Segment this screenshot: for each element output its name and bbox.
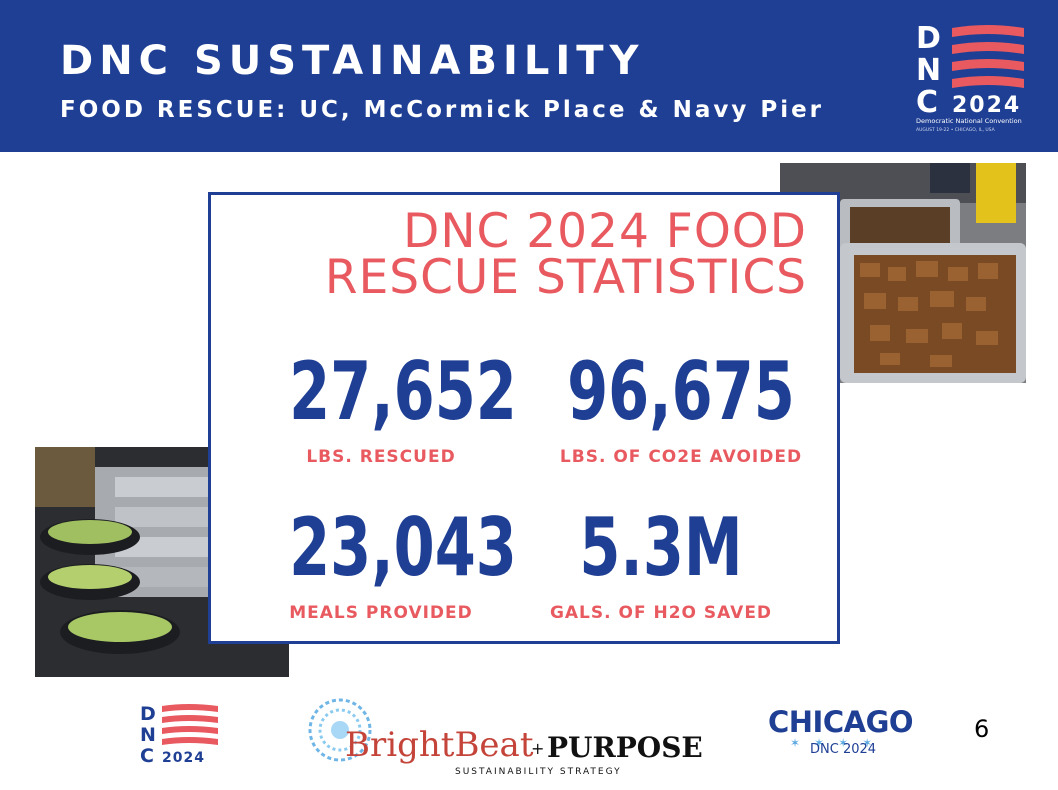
logo-letter-d: D xyxy=(916,21,941,56)
logo-year: 2024 xyxy=(952,93,1021,118)
logo-letter-n: N xyxy=(916,53,941,88)
footer-logo-letter-c: C xyxy=(140,745,154,767)
stat-co2e-avoided-label: LBS. OF CO2E AVOIDED xyxy=(559,447,803,467)
footer-dnc-2024-logo: D N C 2024 xyxy=(140,703,218,767)
footer-logo-letter-d: D xyxy=(140,703,156,725)
dnc-2024-logo: D N C 2024 Democratic National Conventio… xyxy=(916,21,1024,133)
logo-caption: Democratic National Convention xyxy=(916,117,1022,125)
chicago-stars-icon: ✶✶✶✶ xyxy=(790,736,887,750)
slide-subtitle: FOOD RESCUE: UC, McCormick Place & Navy … xyxy=(60,97,825,123)
chicago-logo-name: CHICAGO xyxy=(768,705,914,739)
food-rescue-stats-card: DNC 2024 FOOD RESCUE STATISTICS 27,652 L… xyxy=(208,192,840,644)
stat-meals-provided-label: MEALS PROVIDED xyxy=(289,603,473,623)
stat-lbs-rescued-label: LBS. RESCUED xyxy=(306,447,456,467)
brightbeat-flower-icon xyxy=(308,698,372,762)
food-trays-photo xyxy=(780,163,1026,383)
stat-co2e-avoided-value: 96,675 xyxy=(567,345,795,438)
logo-letter-c: C xyxy=(916,85,938,120)
stat-lbs-rescued-value: 27,652 xyxy=(289,345,517,438)
stat-meals-provided-value: 23,043 xyxy=(289,501,517,594)
stat-water-saved-label: GALS. OF H2O SAVED xyxy=(549,603,773,623)
logo-dates: AUGUST 19-22 • CHICAGO, IL, USA xyxy=(916,127,996,133)
header-banner: DNC SUSTAINABILITY FOOD RESCUE: UC, McCo… xyxy=(0,0,1058,152)
brightbeat-plus: + xyxy=(531,739,545,758)
footer-logo-letter-n: N xyxy=(140,724,156,746)
brightbeat-tagline: SUSTAINABILITY STRATEGY xyxy=(455,767,622,777)
brightbeat-name: BrightBeat xyxy=(345,725,534,765)
card-title-line-2: RESCUE STATISTICS xyxy=(324,250,807,305)
chicago-logo-sub: DNC 2024 xyxy=(810,742,877,757)
page-number: 6 xyxy=(974,715,990,743)
card-title-line-1: DNC 2024 FOOD xyxy=(403,204,807,259)
slide-title: DNC SUSTAINABILITY xyxy=(60,38,645,84)
brightbeat-purpose: PURPOSE xyxy=(547,731,703,764)
brightbeat-purpose-logo: BrightBeat + PURPOSE SUSTAINABILITY STRA… xyxy=(305,695,703,785)
stat-water-saved-value: 5.3M xyxy=(579,501,743,594)
footer-logo-year: 2024 xyxy=(162,750,205,766)
